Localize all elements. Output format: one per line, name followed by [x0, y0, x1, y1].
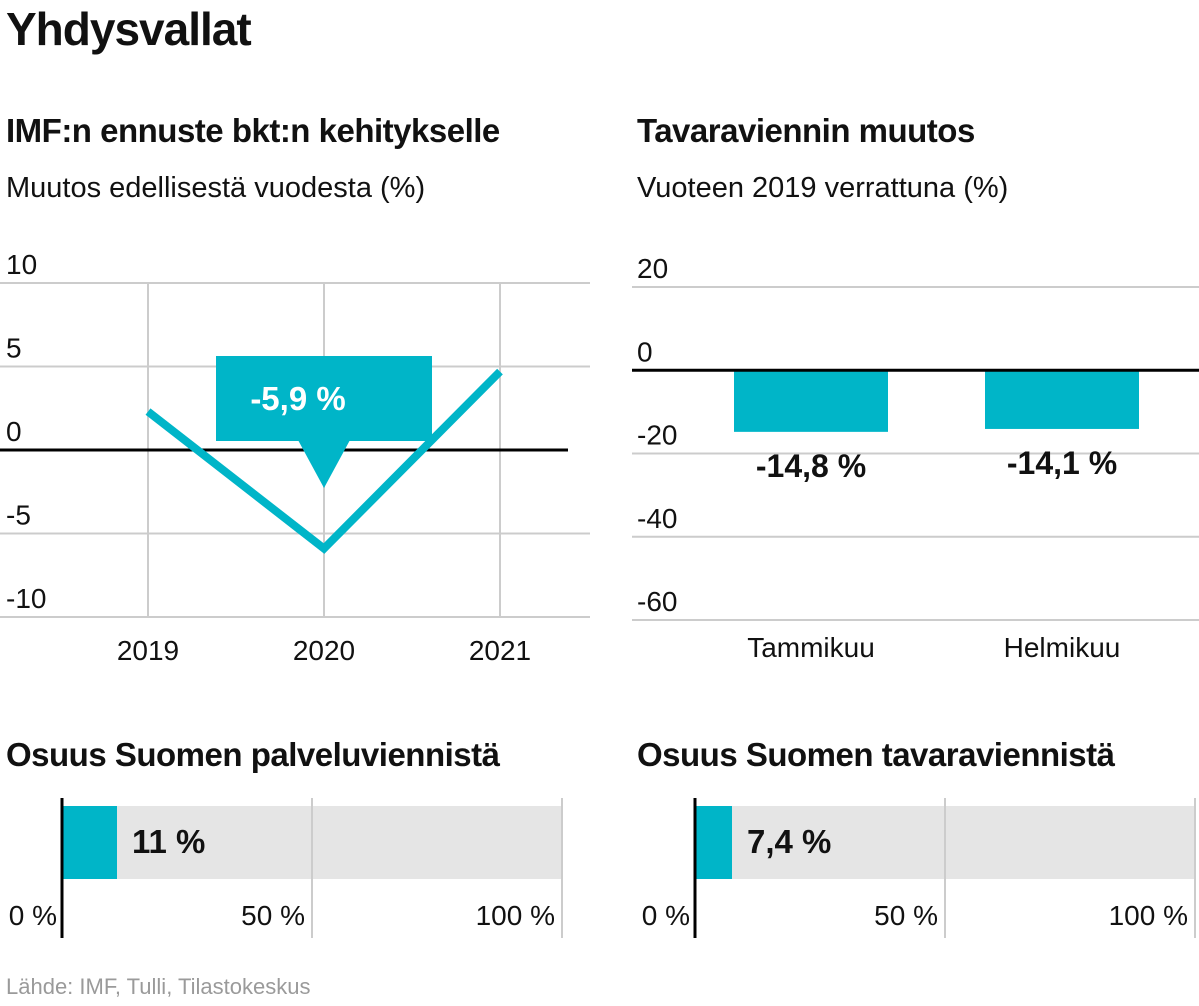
exports-x-tick-label: Tammikuu [747, 632, 875, 663]
gdp-y-tick-label: -5 [6, 500, 31, 531]
services-share-value-label: 11 % [132, 823, 205, 860]
exports-y-tick-label: -20 [637, 420, 677, 451]
exports-bar [734, 370, 888, 432]
goods-share-title: Osuus Suomen tavaraviennistä [637, 736, 1115, 773]
gdp-callout-label: -5,9 % [250, 380, 345, 417]
exports-chart-subtitle: Vuoteen 2019 verrattuna (%) [637, 172, 1009, 204]
gdp-x-tick-label: 2019 [117, 635, 179, 666]
gdp-y-tick-label: 5 [6, 333, 22, 364]
source-note: Lähde: IMF, Tulli, Tilastokeskus [6, 974, 311, 999]
exports-chart-title: Tavaraviennin muutos [637, 112, 975, 149]
services-share-title: Osuus Suomen palveluviennistä [6, 736, 500, 773]
gdp-x-tick-label: 2021 [469, 635, 531, 666]
gdp-callout-box [216, 356, 432, 441]
services-share-value-bar [62, 806, 117, 879]
gdp-y-tick-label: 10 [6, 249, 37, 280]
gdp-callout-pointer [298, 440, 350, 488]
goods-share-x-tick-label: 100 % [1109, 900, 1188, 931]
goods-share-x-tick-label: 0 % [642, 900, 690, 931]
gdp-series-line [145, 368, 503, 554]
exports-bar-value-label: -14,8 % [756, 448, 866, 484]
exports-x-tick-label: Helmikuu [1004, 632, 1121, 663]
gdp-chart-title: IMF:n ennuste bkt:n kehitykselle [6, 112, 500, 149]
exports-y-tick-label: 20 [637, 253, 668, 284]
gdp-chart-subtitle: Muutos edellisestä vuodesta (%) [6, 172, 426, 204]
exports-y-tick-label: -60 [637, 586, 677, 617]
gdp-x-tick-label: 2020 [293, 635, 355, 666]
goods-share-x-tick-label: 50 % [874, 900, 938, 931]
services-share-x-tick-label: 50 % [241, 900, 305, 931]
services-share-x-tick-label: 100 % [476, 900, 555, 931]
services-share-x-tick-label: 0 % [9, 900, 57, 931]
page-title: Yhdysvallat [6, 3, 252, 55]
gdp-y-tick-label: -10 [6, 583, 46, 614]
exports-bar-value-label: -14,1 % [1007, 445, 1117, 481]
goods-share-value-label: 7,4 % [747, 823, 831, 860]
exports-y-tick-label: -40 [637, 503, 677, 534]
goods-share-value-bar [695, 806, 732, 879]
gdp-y-tick-label: 0 [6, 416, 22, 447]
exports-bar [985, 370, 1139, 429]
exports-y-tick-label: 0 [637, 336, 653, 367]
